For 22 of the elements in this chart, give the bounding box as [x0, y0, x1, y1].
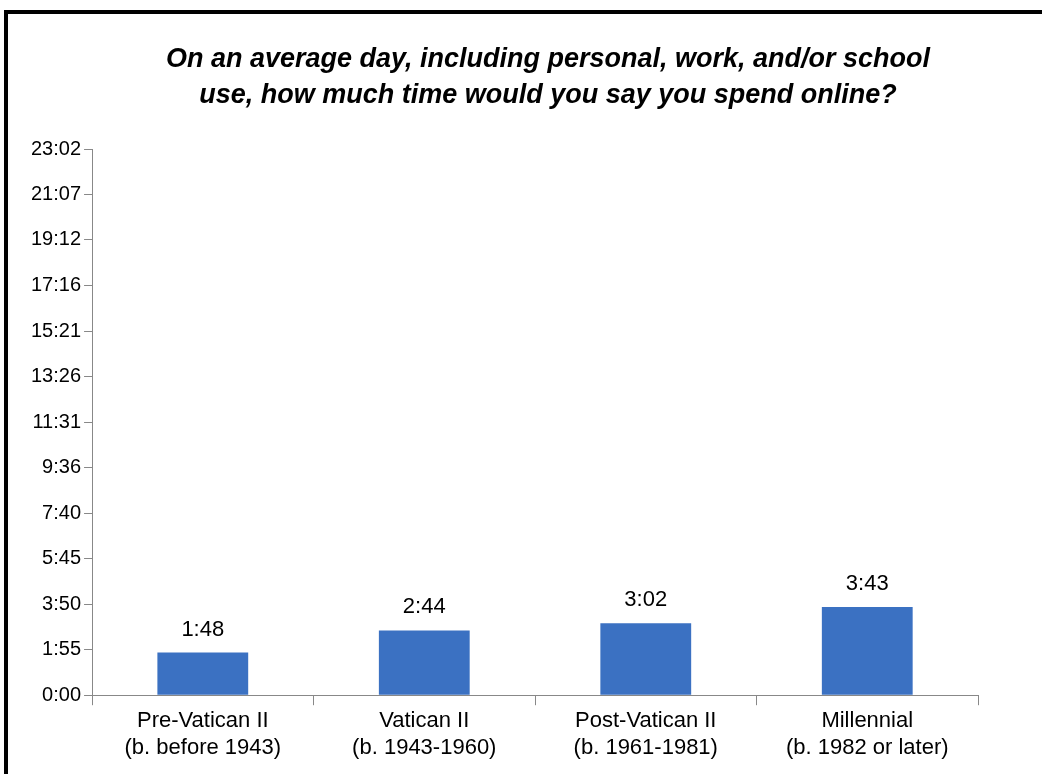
y-tick-label: 19:12: [30, 227, 82, 250]
y-tick-label: 21:07: [30, 181, 82, 204]
x-tick-label: Millennial (b. 1982 or later): [785, 707, 949, 759]
data-label: 1:48: [181, 615, 225, 641]
y-tick-label: 13:26: [30, 364, 82, 387]
x-tick-label: Vatican II (b. 1943-1960): [352, 707, 497, 759]
data-label: 2:44: [402, 593, 446, 619]
y-tick-label: 11:31: [32, 409, 82, 432]
chart-title: On an average day, including personal, work, and/or school use, how much time would you say you spend online?: [164, 42, 932, 111]
y-tick-label: 0:00: [42, 682, 82, 705]
y-tick-label: 15:21: [30, 318, 82, 341]
data-label: 3:43: [845, 570, 889, 596]
y-tick-label: 9:36: [42, 455, 82, 478]
x-tick-label: Pre-Vatican II (b. before 1943): [124, 707, 282, 759]
y-tick-label: 1:55: [42, 637, 82, 660]
y-tick-label: 5:45: [42, 546, 82, 569]
y-tick-label: 3:50: [42, 591, 82, 614]
data-label: 3:02: [624, 586, 668, 612]
y-tick-label: 7:40: [42, 500, 82, 523]
y-tick-label: 23:02: [30, 136, 82, 159]
y-tick-label: 17:16: [30, 273, 82, 296]
x-tick-label: Post-Vatican II (b. 1961-1981): [573, 707, 718, 759]
